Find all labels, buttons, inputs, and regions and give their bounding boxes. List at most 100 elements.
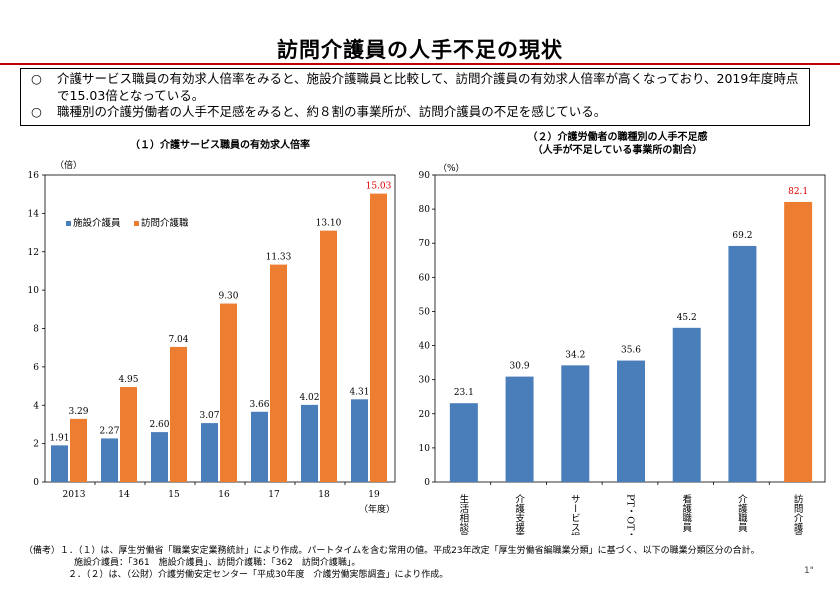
- bar: [505, 376, 534, 482]
- y-tick-label: 10: [419, 444, 431, 454]
- bar: [728, 245, 757, 482]
- y-axis-label: （%）: [438, 163, 465, 174]
- data-label: 4.31: [349, 387, 369, 397]
- chart2-svg: （%） 0 10 20 30 40 50 60 70 80 90 23.1 生活相談員 30.9 介護支援専…: [419, 163, 826, 535]
- data-label: 9.30: [218, 292, 238, 302]
- page-title: 訪問介護員の人手不足の現状: [277, 38, 563, 62]
- bar-facility: [251, 411, 268, 482]
- x-tick-label: 2013: [63, 490, 86, 500]
- data-label: 15.03: [366, 182, 392, 192]
- bar: [672, 327, 701, 482]
- summary-row: ○ 職種別の介護労働者の人手不足感をみると、約８割の事業所が、訪問介護員の不足を…: [31, 104, 799, 121]
- x-tick-label: 14: [118, 490, 130, 500]
- y-tick-label: 14: [28, 209, 40, 219]
- circle-bullet-icon: ○: [31, 104, 42, 119]
- footnote-2: ２．（２）は、（公財）介護労働安定センター「平成30年度 介護労働実態調査」によ…: [68, 570, 449, 580]
- data-label: 7.04: [168, 335, 188, 345]
- x-tick-label: 18: [318, 490, 330, 500]
- data-label: 45.2: [677, 313, 697, 323]
- y-tick-label: 8: [33, 325, 39, 335]
- x-tick-label: 看護職員: [680, 493, 692, 533]
- x-tick-label: PT・OT・ST等: [625, 494, 637, 535]
- legend-label: 訪問介護職: [141, 217, 189, 229]
- y-axis-label: （倍）: [55, 159, 82, 171]
- data-label: 3.66: [249, 400, 269, 410]
- x-tick-label: 19: [368, 490, 380, 500]
- data-label: 30.9: [510, 362, 530, 372]
- x-tick-label: 17: [268, 490, 280, 500]
- bar-home: [220, 303, 237, 482]
- y-tick-label: 12: [28, 248, 39, 258]
- chart1-svg: （倍） 0 2 4 6 8 10 12 14 16 2013 1.91 3.29 14 2.27 4.95 15…: [28, 159, 396, 515]
- bar-facility: [201, 423, 218, 482]
- page-number: 1": [804, 566, 814, 576]
- y-tick-label: 60: [419, 273, 431, 283]
- bar-facility: [151, 432, 168, 482]
- y-tick-label: 2: [33, 440, 39, 450]
- y-tick-label: 16: [28, 171, 40, 181]
- bar: [561, 365, 590, 482]
- y-tick-label: 0: [33, 478, 39, 488]
- x-tick-label: 生活相談員: [457, 493, 469, 535]
- data-label: 1.91: [49, 433, 69, 443]
- data-label: 13.10: [316, 219, 342, 229]
- y-tick-label: 30: [419, 376, 431, 386]
- bar-home: [320, 230, 337, 482]
- circle-bullet-icon: ○: [31, 71, 42, 86]
- x-tick-label: サービス提供責任者: [569, 494, 581, 535]
- footnotes: （備考）１．（１）は、厚生労働省「職業安定業務統計」により作成。パートタイムを含…: [24, 545, 760, 581]
- bar-home: [370, 193, 387, 482]
- bar: [784, 201, 813, 482]
- bar-home: [70, 418, 87, 482]
- y-tick-label: 10: [28, 286, 40, 296]
- data-label: 69.2: [732, 231, 752, 241]
- data-label: 3.07: [199, 411, 219, 421]
- x-axis-label: （年度）: [359, 503, 395, 515]
- bar: [617, 360, 645, 482]
- x-tick-label: 15: [168, 490, 180, 500]
- footnote-1: （備考）１．（１）は、厚生労働省「職業安定業務統計」により作成。パートタイムを含…: [24, 546, 760, 556]
- y-tick-label: 70: [419, 239, 431, 249]
- legend-swatch: [66, 221, 71, 226]
- data-label: 35.6: [621, 346, 641, 356]
- bar-facility: [101, 438, 118, 482]
- y-tick-label: 0: [424, 478, 430, 488]
- y-tick-label: 90: [419, 171, 431, 181]
- data-label: 82.1: [788, 187, 808, 197]
- data-label: 2.60: [149, 420, 169, 430]
- summary-text: 職種別の介護労働者の人手不足感をみると、約８割の事業所が、訪問介護員の不足を感じ…: [57, 104, 607, 119]
- y-tick-label: 20: [419, 410, 431, 420]
- summary-row: ○ 介護サービス職員の有効求人倍率をみると、施設介護職員と比較して、訪問介護員の…: [31, 71, 799, 104]
- footnote-1-detail: 施設介護員：「361 施設介護員」、訪問介護職：「362 訪問介護職」。: [74, 558, 361, 568]
- chart2-subtitle: （人手が不足している事業所の割合）: [532, 145, 703, 156]
- summary-text: 介護サービス職員の有効求人倍率をみると、施設介護職員と比較して、訪問介護員の有効…: [57, 71, 799, 103]
- data-label: 4.95: [118, 375, 138, 385]
- data-label: 11.33: [266, 253, 292, 263]
- data-label: 34.2: [565, 350, 585, 360]
- y-tick-label: 40: [419, 342, 431, 352]
- y-tick-label: 6: [33, 363, 39, 373]
- title-underline: [0, 63, 840, 65]
- legend-label: 施設介護員: [73, 217, 121, 229]
- y-tick-label: 50: [419, 307, 431, 317]
- bar-home: [270, 264, 287, 482]
- data-label: 2.27: [99, 426, 119, 436]
- data-label: 3.29: [68, 407, 88, 417]
- data-label: 4.02: [299, 393, 319, 403]
- bar: [449, 403, 478, 482]
- chart2-title-main: （２）介護労働者の職種別の人手不足感: [527, 132, 708, 143]
- bar-home: [170, 346, 187, 482]
- x-tick-label: 訪問介護員: [792, 493, 804, 535]
- x-tick-label: 介護職員: [736, 494, 748, 533]
- x-tick-label: 介護支援専門員: [513, 494, 525, 535]
- x-tick-label: 16: [218, 490, 230, 500]
- y-tick-label: 80: [419, 205, 431, 215]
- chart1-title: （１）介護サービス職員の有効求人倍率: [130, 140, 310, 151]
- bar-facility: [301, 404, 318, 482]
- data-label: 23.1: [454, 388, 474, 398]
- legend-swatch: [134, 221, 139, 226]
- chart2-title: （２）介護労働者の職種別の人手不足感 （人手が不足している事業所の割合）: [425, 131, 810, 157]
- summary-box: ○ 介護サービス職員の有効求人倍率をみると、施設介護職員と比較して、訪問介護員の…: [20, 68, 810, 126]
- y-tick-label: 4: [33, 401, 39, 411]
- bar-facility: [51, 445, 68, 482]
